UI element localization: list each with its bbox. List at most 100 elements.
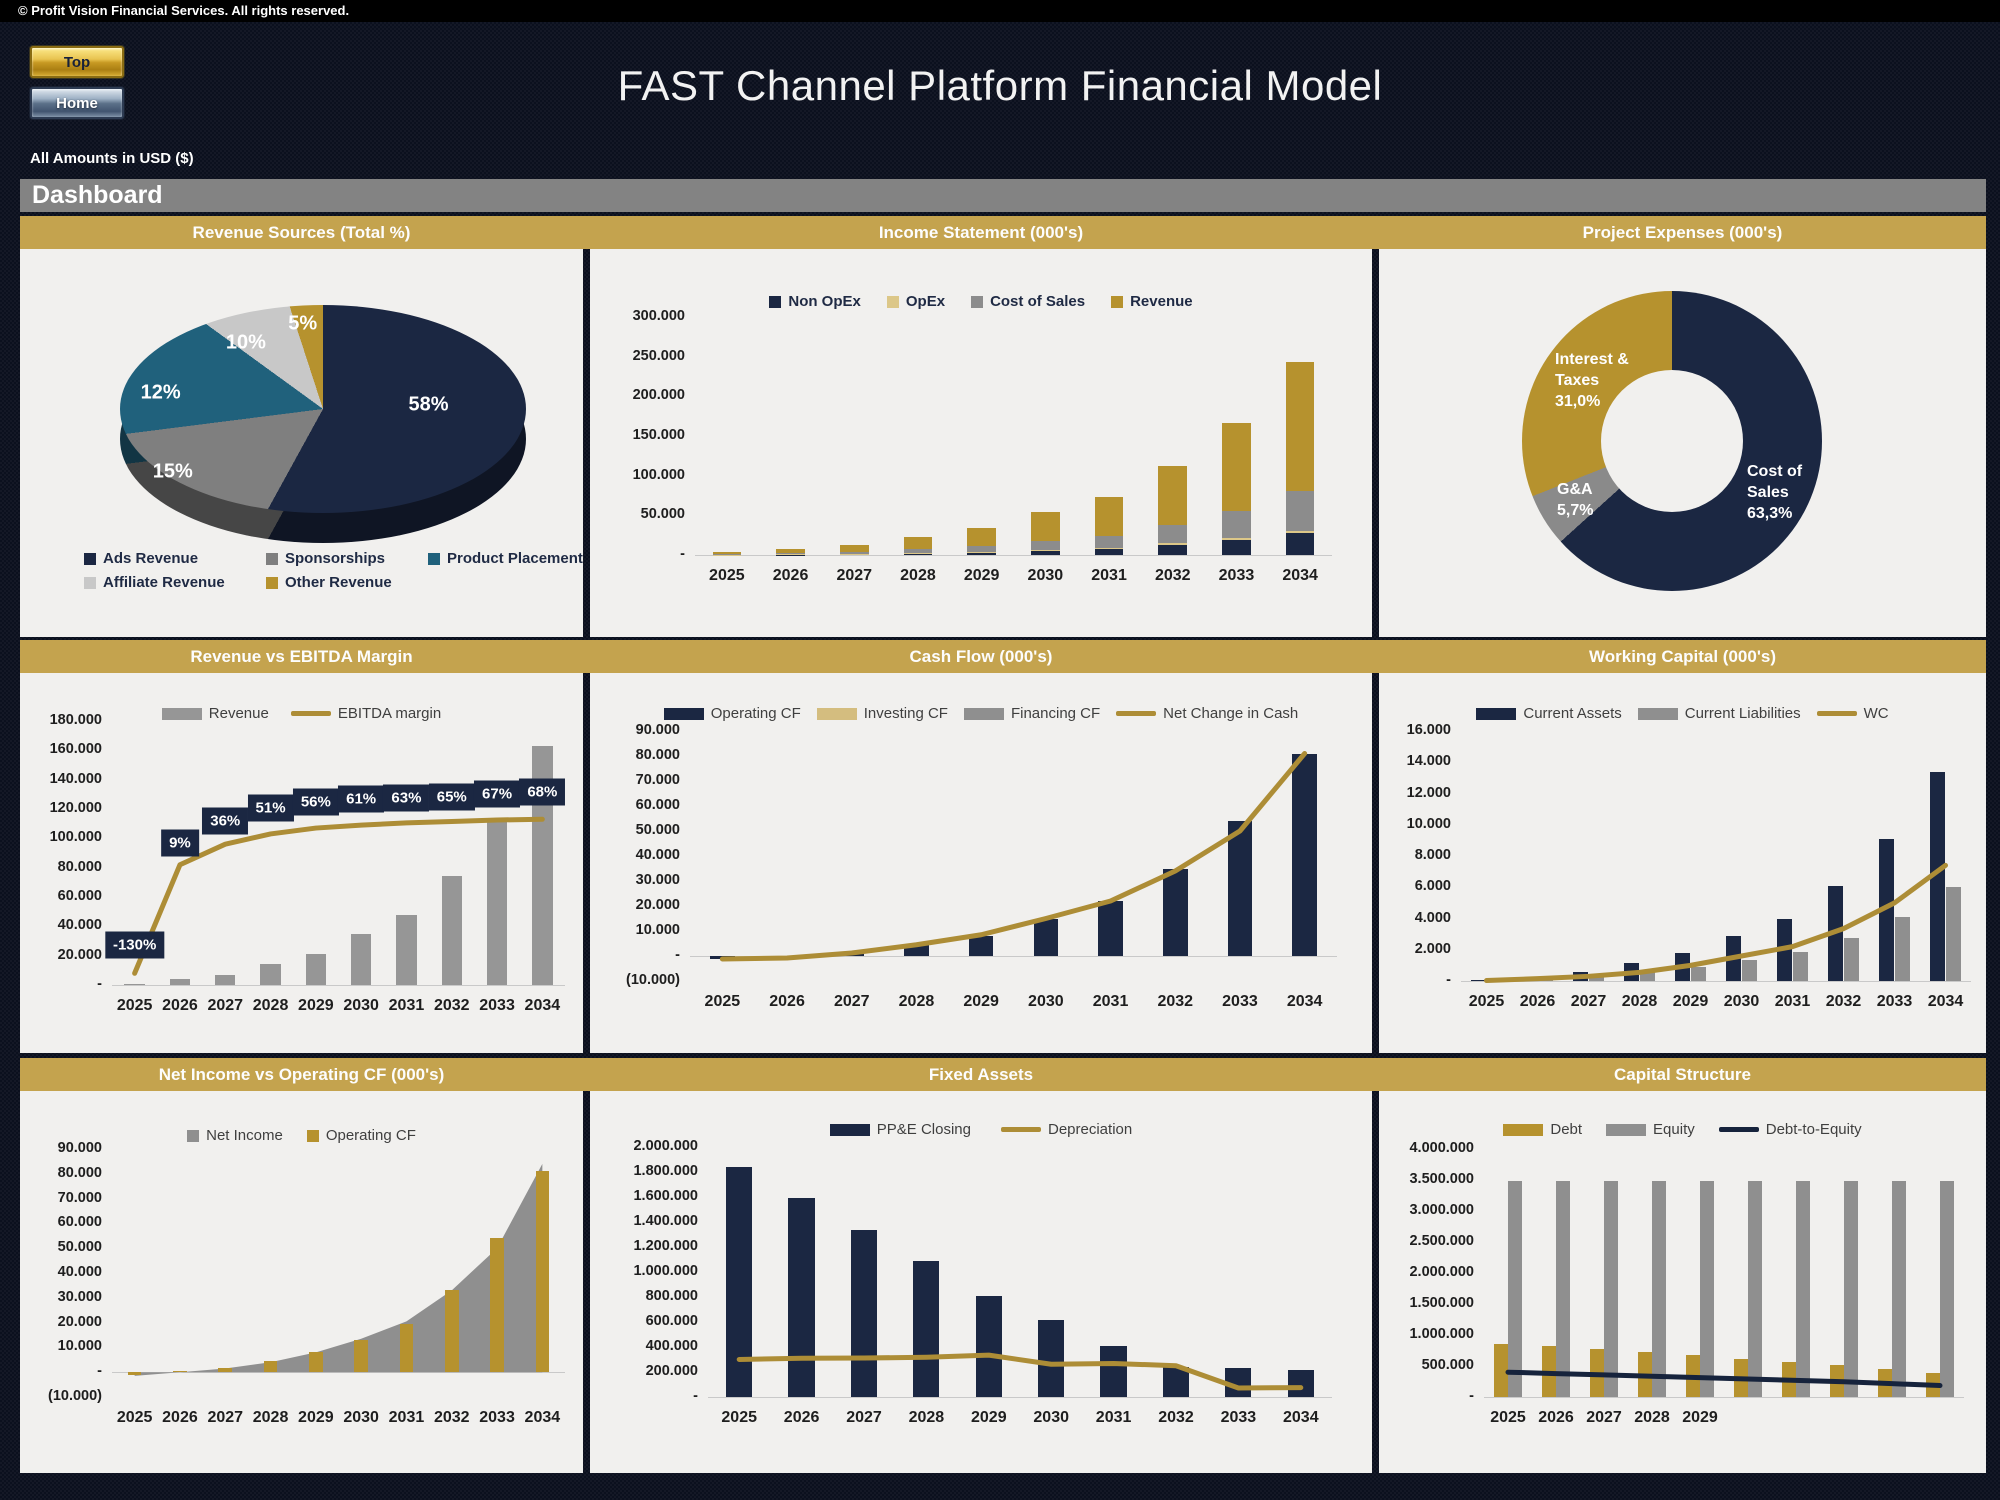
data-label: 68% xyxy=(519,778,566,806)
row-body-1: 58% 15% 12% 10% 5% Ads Revenue Sponsorships Pro… xyxy=(20,249,1986,637)
y-tick-label: 20.000 xyxy=(57,1313,102,1330)
category-label: 2030 xyxy=(343,1409,379,1426)
bar-PP&E Closing xyxy=(850,1229,878,1397)
y-tick-label: 100.000 xyxy=(632,466,685,483)
legend-item: Debt-to-Equity xyxy=(1718,1121,1862,1138)
legend-swatch-line xyxy=(1001,1127,1041,1132)
bar-PP&E Closing xyxy=(975,1295,1002,1397)
bar-Revenue xyxy=(532,745,553,985)
chart-legend: PP&E Closing Depreciation xyxy=(590,1121,1372,1138)
legend-swatch-box xyxy=(1111,295,1124,308)
legend-item: EBITDA margin xyxy=(290,705,441,722)
panel-title-project-expenses: Project Expenses (000's) xyxy=(1582,223,1783,242)
bar-Revenue xyxy=(1285,362,1315,492)
chart-working-capital: Current Assets Current Liabilities WC 16.00… xyxy=(1379,673,1986,1053)
bar-Revenue xyxy=(1222,422,1251,511)
legend-label: Debt-to-Equity xyxy=(1765,1121,1862,1138)
home-button[interactable]: Home xyxy=(30,87,124,119)
legend-label: Cost of Sales xyxy=(990,293,1086,310)
y-tick-label: 4.000 xyxy=(1414,909,1451,926)
category-label: 2025 xyxy=(116,997,153,1014)
category-label: 2031 xyxy=(1091,567,1127,584)
category-label: 2034 xyxy=(1283,1409,1319,1426)
donut-label-line: 31,0% xyxy=(1555,393,1601,410)
category-label: 2030 xyxy=(1033,1409,1069,1426)
category-label: 2026 xyxy=(783,1409,820,1426)
legend-label: Current Liabilities xyxy=(1684,705,1801,722)
panel-title-fixed-assets: Fixed Assets xyxy=(928,1065,1034,1084)
bar-Operating CF xyxy=(127,1372,142,1376)
legend-label: OpEx xyxy=(905,293,946,310)
top-button[interactable]: Top xyxy=(30,46,124,78)
y-tick-label: 1.000.000 xyxy=(633,1263,698,1279)
y-tick-label: 3.500.000 xyxy=(1409,1171,1474,1187)
bar-Operating CF xyxy=(309,1352,323,1373)
panel-title-revenue-vs-ebitda: Revenue vs EBITDA Margin xyxy=(190,647,413,666)
bar-PP&E Closing xyxy=(1100,1345,1127,1397)
bar-Revenue xyxy=(260,964,281,985)
area-Net Income xyxy=(134,1163,543,1376)
pie-legend: Ads Revenue Sponsorships Product Placement… xyxy=(84,550,583,598)
y-tick-label: 2.000.000 xyxy=(1409,1264,1474,1280)
bar-Equity xyxy=(1604,1181,1619,1397)
bar-OpEx xyxy=(1222,538,1251,540)
chart-cash-flow: Operating CF Investing CF Financing CF Net … xyxy=(590,673,1372,1053)
legend-label: Sponsorships xyxy=(285,550,386,567)
category-label: 2028 xyxy=(898,993,935,1010)
legend-swatch-box xyxy=(886,295,899,308)
y-tick-label: 12.000 xyxy=(1406,784,1451,801)
legend-item: Revenue xyxy=(161,705,269,722)
y-tick-label: 80.000 xyxy=(635,747,680,763)
legend-label: Revenue xyxy=(208,705,269,722)
legend-item: Current Liabilities xyxy=(1637,705,1801,722)
category-label: 2028 xyxy=(1621,993,1658,1010)
legend-label: WC xyxy=(1863,705,1889,722)
donut-label-line: Interest & xyxy=(1555,351,1629,368)
legend-item: Ads Revenue xyxy=(84,550,266,567)
legend-swatch-box xyxy=(266,552,278,565)
legend-item: Cost of Sales xyxy=(971,293,1085,310)
row-header-1: Revenue Sources (Total %) Income Stateme… xyxy=(20,216,1986,249)
category-label: 2027 xyxy=(846,1409,882,1426)
bar-OpEx xyxy=(1031,549,1060,551)
y-tick-label: 120.000 xyxy=(49,800,102,816)
home-button-label: Home xyxy=(56,94,98,112)
bar-Operating CF xyxy=(444,1290,459,1373)
bar-OpEx xyxy=(1094,547,1124,549)
category-label: 2034 xyxy=(1282,567,1318,584)
line-EBITDA margin xyxy=(132,816,545,976)
y-tick-label: 400.000 xyxy=(645,1338,698,1354)
legend-swatch-box xyxy=(829,1123,870,1136)
y-tick-label: 50.000 xyxy=(57,1239,102,1256)
y-tick-label: - xyxy=(97,976,102,992)
y-tick-label: 800.000 xyxy=(645,1288,698,1304)
chart-legend: Revenue EBITDA margin xyxy=(20,705,583,722)
pie-slice-label: 15% xyxy=(152,460,193,483)
donut-slice-label: Interest & Taxes 31,0% xyxy=(1555,349,1629,412)
y-tick-label: 1.500.000 xyxy=(1409,1295,1474,1311)
legend-label: Operating CF xyxy=(325,1127,416,1144)
pie-legend-row: Ads Revenue Sponsorships Product Placement xyxy=(84,550,583,567)
y-tick-label: (10.000) xyxy=(47,1388,102,1404)
bar-OpEx xyxy=(1158,543,1188,545)
category-label: 2033 xyxy=(479,997,515,1014)
y-tick-label: - xyxy=(693,1388,698,1404)
y-tick-label: 50.000 xyxy=(640,506,685,523)
bar-Operating CF xyxy=(1098,901,1123,956)
bar-Revenue xyxy=(396,914,417,985)
bar-OpEx xyxy=(1285,531,1315,533)
y-tick-label: 10.000 xyxy=(635,922,680,938)
data-label: 56% xyxy=(292,788,339,816)
category-label: 2029 xyxy=(1682,1409,1718,1426)
y-tick-label: 16.000 xyxy=(1406,722,1451,738)
bar-Equity xyxy=(1892,1181,1907,1397)
x-axis-line xyxy=(708,1397,1332,1398)
bar-Revenue xyxy=(169,979,191,985)
category-label: 2029 xyxy=(963,567,1000,584)
donut-slice-label: G&A 5,7% xyxy=(1557,479,1593,521)
data-label: 61% xyxy=(338,785,385,813)
legend-swatch-box xyxy=(1503,1123,1544,1136)
bar-PP&E Closing xyxy=(913,1261,940,1397)
category-label: 2032 xyxy=(433,1409,470,1426)
bar-Current Liabilities xyxy=(1843,938,1859,981)
